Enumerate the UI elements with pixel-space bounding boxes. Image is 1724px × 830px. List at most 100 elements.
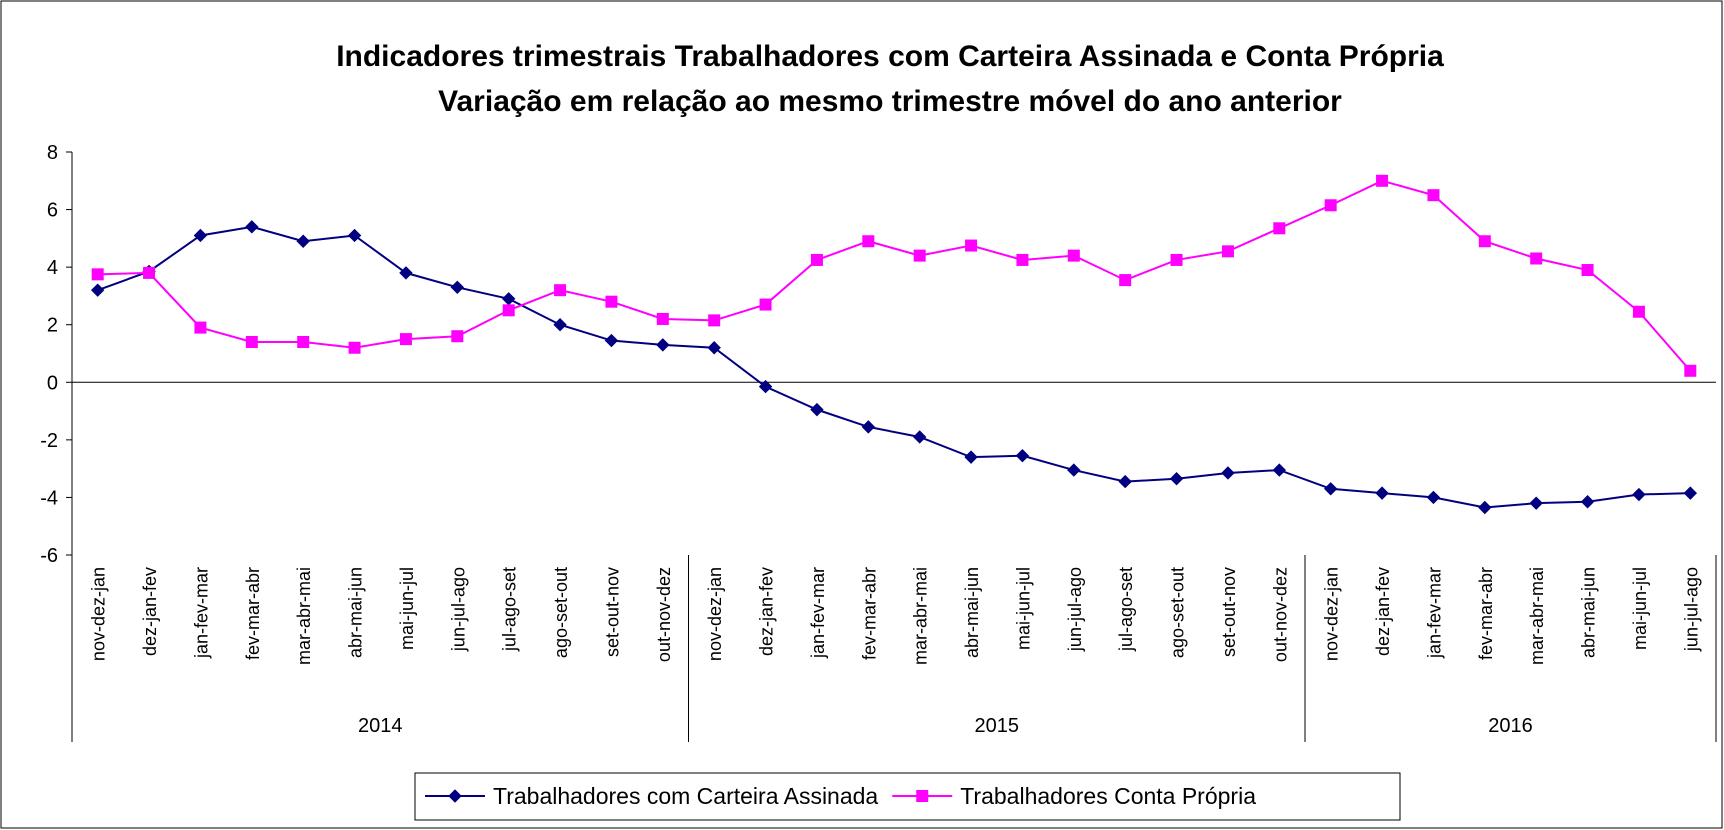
x-tick-label: dez-jan-fev — [140, 567, 160, 656]
marker — [297, 335, 310, 348]
group-label: 2014 — [358, 715, 403, 737]
marker — [399, 333, 412, 346]
x-tick-label: mar-abr-mai — [1527, 567, 1547, 665]
group-label: 2015 — [975, 715, 1020, 737]
x-tick-label: dez-jan-fev — [757, 567, 777, 656]
marker — [964, 450, 978, 464]
x-tick-label: nov-dez-jan — [1322, 567, 1342, 661]
x-tick-label: abr-mai-jun — [962, 567, 982, 658]
y-tick-label: -2 — [40, 430, 58, 452]
marker — [913, 249, 926, 262]
marker — [1016, 253, 1029, 266]
y-tick-label: 0 — [47, 372, 58, 394]
marker — [708, 314, 721, 327]
legend-label: Trabalhadores Conta Própria — [960, 783, 1256, 809]
marker — [450, 280, 465, 294]
marker — [245, 220, 259, 234]
marker — [1324, 199, 1337, 212]
marker — [194, 321, 207, 334]
x-tick-label: mar-abr-mai — [911, 567, 931, 665]
marker — [1170, 253, 1183, 266]
x-tick-label: jun-jul-ago — [1681, 567, 1701, 652]
marker — [1221, 245, 1234, 258]
marker — [1529, 496, 1543, 510]
marker — [348, 341, 361, 354]
x-tick-label: out-nov-dez — [1270, 567, 1290, 662]
marker — [1581, 264, 1594, 277]
marker — [1375, 486, 1389, 500]
y-tick-label: -6 — [40, 545, 58, 567]
marker — [1478, 500, 1492, 515]
marker — [810, 253, 823, 266]
x-tick-label: nov-dez-jan — [705, 567, 725, 661]
marker — [862, 235, 875, 248]
marker — [1530, 252, 1543, 265]
marker — [347, 228, 362, 243]
marker — [810, 402, 824, 417]
y-tick-label: -4 — [40, 487, 58, 509]
marker — [502, 304, 515, 317]
chart-title: Indicadores trimestrais Trabalhadores co… — [336, 40, 1444, 73]
marker — [1323, 482, 1338, 496]
x-tick-label: jan-fev-mar — [1424, 567, 1444, 659]
x-tick-label: mar-abr-mai — [294, 567, 314, 665]
x-tick-label: dez-jan-fev — [1373, 567, 1393, 656]
marker — [553, 318, 567, 332]
x-tick-label: out-nov-dez — [654, 567, 674, 662]
x-tick-label: fev-mar-abr — [859, 567, 879, 660]
marker — [90, 283, 105, 297]
marker — [916, 790, 929, 802]
x-tick-label: set-out-nov — [602, 567, 622, 657]
series-line — [97, 179, 1692, 372]
marker — [707, 341, 721, 355]
marker — [1684, 364, 1697, 377]
x-tick-label: ago-set-out — [1168, 567, 1188, 658]
x-tick-label: jan-fev-mar — [191, 567, 211, 659]
marker — [1118, 474, 1132, 489]
marker — [1221, 466, 1235, 480]
marker — [861, 420, 876, 434]
x-tick-label: fev-mar-abr — [1476, 567, 1496, 660]
marker — [91, 268, 104, 281]
x-tick-label: jul-ago-set — [1116, 567, 1136, 652]
chart-subtitle: Variação em relação ao mesmo trimestre m… — [438, 85, 1342, 118]
marker — [296, 234, 310, 248]
y-tick-label: 6 — [47, 200, 58, 222]
x-tick-label: mai-jun-jul — [1013, 567, 1033, 650]
marker — [656, 312, 669, 325]
y-tick-label: 2 — [47, 315, 58, 337]
x-tick-label: abr-mai-jun — [346, 567, 366, 658]
marker — [451, 330, 464, 343]
marker — [245, 335, 258, 348]
x-tick-label: jan-fev-mar — [808, 567, 828, 659]
x-tick-label: jun-jul-ago — [1065, 567, 1085, 652]
marker — [912, 430, 927, 444]
marker — [143, 266, 156, 279]
marker — [1015, 448, 1030, 463]
marker — [1067, 463, 1081, 477]
marker — [1169, 472, 1184, 486]
x-tick-label: nov-dez-jan — [89, 567, 109, 661]
marker — [758, 379, 773, 394]
marker — [1683, 486, 1698, 500]
x-tick-label: mai-jun-jul — [397, 567, 417, 650]
marker — [1632, 487, 1646, 502]
marker — [1376, 174, 1389, 187]
marker — [1119, 274, 1132, 287]
legend: Trabalhadores com Carteira Assinada Traba… — [414, 772, 1401, 821]
x-tick-label: set-out-nov — [1219, 567, 1239, 657]
marker — [448, 789, 462, 803]
marker — [1580, 495, 1595, 509]
marker — [1427, 189, 1440, 202]
marker — [193, 228, 208, 243]
x-tick-label: jun-jul-ago — [448, 567, 468, 652]
x-tick-label: mai-jun-jul — [1630, 567, 1650, 650]
x-tick-label: abr-mai-jun — [1579, 567, 1599, 658]
marker — [1478, 235, 1491, 248]
marker — [656, 338, 670, 352]
marker — [1426, 490, 1441, 505]
y-tick-label: 4 — [47, 257, 58, 279]
marker — [1632, 305, 1645, 318]
marker — [554, 284, 567, 297]
